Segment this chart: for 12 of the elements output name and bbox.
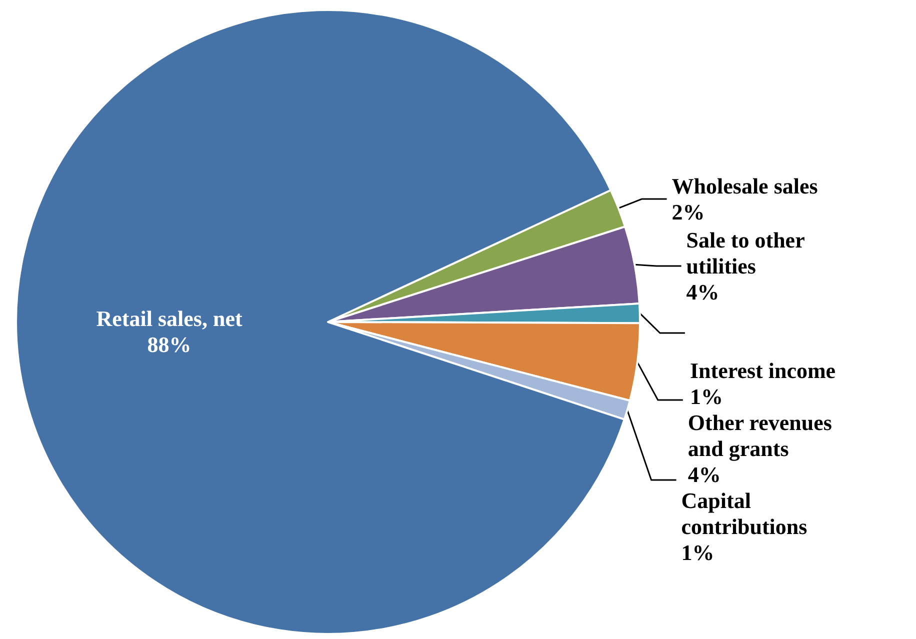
slice-label: Other revenues and grants — [688, 410, 838, 461]
data-label: 1% — [681, 540, 714, 565]
slice-label: Interest income — [690, 358, 836, 383]
slice-label: Retail sales, net — [96, 306, 243, 331]
data-label: 4% — [686, 280, 720, 305]
data-label: 1% — [690, 384, 723, 409]
slice-label: Wholesale sales — [672, 174, 818, 199]
data-label: 88% — [147, 332, 192, 357]
data-label: 2% — [672, 200, 705, 225]
slice-label: Capital contributions — [681, 488, 808, 539]
slice-label: Sale to other utilities — [686, 228, 810, 279]
data-label: 4% — [688, 462, 721, 487]
